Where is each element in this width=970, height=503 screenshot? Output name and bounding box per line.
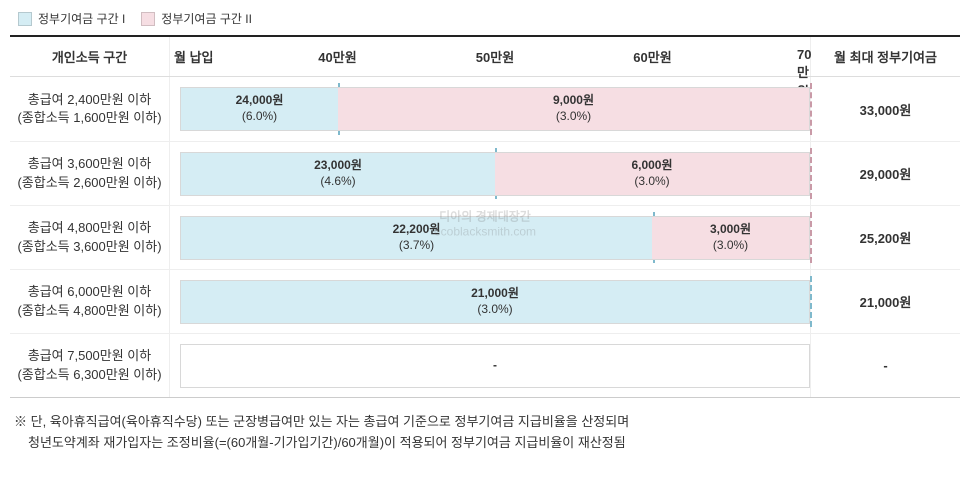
segment-amount: 24,000원 [236,93,284,109]
table-row: 총급여 3,600만원 이하(종합소득 2,600만원 이하) 23,000원(4… [10,141,960,205]
max-header: 월 최대 정부기여금 [810,37,960,76]
chart-cell: 22,200원(3.7%)3,000원(3.0%) [170,206,810,269]
axis-tick-label: 60만원 [633,47,671,66]
income-sub: (종합소득 4,800만원 이하) [14,302,165,320]
table-row: 총급여 2,400만원 이하(종합소득 1,600만원 이하) 24,000원(6… [10,77,960,141]
income-main: 총급여 7,500만원 이하 [14,347,165,365]
legend-swatch [18,12,32,26]
segment-pct: (3.0%) [634,174,669,190]
bar-segment: 21,000원(3.0%) [181,281,809,323]
bar-segment: 23,000원(4.6%) [181,153,495,195]
segment-amount: 3,000원 [710,222,751,238]
segment-pct: (6.0%) [242,109,277,125]
segment-amount: 21,000원 [471,286,519,302]
max-cell: 21,000원 [810,270,960,333]
chart-cell: 24,000원(6.0%)9,000원(3.0%) [170,77,810,141]
income-header: 개인소득 구간 [10,37,170,76]
legend: 정부기여금 구간 I 정부기여금 구간 II [10,10,960,27]
bar-segment: 9,000원(3.0%) [338,88,809,130]
income-sub: (종합소득 1,600만원 이하) [14,109,165,127]
income-main: 총급여 6,000만원 이하 [14,283,165,301]
max-cell: 29,000원 [810,142,960,205]
contribution-table: 개인소득 구간 월 납입40만원50만원60만원70만원 월 최대 정부기여금 … [10,35,960,398]
legend-label: 정부기여금 구간 I [38,10,125,27]
table-header: 개인소득 구간 월 납입40만원50만원60만원70만원 월 최대 정부기여금 [10,37,960,77]
axis-start-label: 월 납입 [174,47,214,66]
bar-segment: 24,000원(6.0%) [181,88,338,130]
chart-cell: 23,000원(4.6%)6,000원(3.0%) [170,142,810,205]
chart-cell: - [170,334,810,397]
income-main: 총급여 3,600만원 이하 [14,155,165,173]
segment-amount: 6,000원 [631,158,672,174]
income-cell: 총급여 6,000만원 이하(종합소득 4,800만원 이하) [10,270,170,333]
income-cell: 총급여 2,400만원 이하(종합소득 1,600만원 이하) [10,77,170,141]
bar-segment: 3,000원(3.0%) [652,217,809,259]
segment-amount: 23,000원 [314,158,362,174]
bar-track: 21,000원(3.0%) [180,280,810,324]
legend-label: 정부기여금 구간 II [161,10,252,27]
max-cell: 25,200원 [810,206,960,269]
chart-header: 월 납입40만원50만원60만원70만원 [170,37,810,76]
max-cell: 33,000원 [810,77,960,141]
axis-tick-label: 40만원 [318,47,356,66]
legend-item: 정부기여금 구간 I [18,10,125,27]
table-row: 총급여 7,500만원 이하(종합소득 6,300만원 이하) - - [10,333,960,397]
footnote-line1: ※ 단, 육아휴직급여(육아휴직수당) 또는 군장병급여만 있는 자는 총급여 … [14,412,960,433]
bar-track: 24,000원(6.0%)9,000원(3.0%) [180,87,810,131]
legend-swatch [141,12,155,26]
segment-pct: (4.6%) [320,174,355,190]
income-main: 총급여 4,800만원 이하 [14,219,165,237]
income-sub: (종합소득 3,600만원 이하) [14,238,165,256]
segment-amount: 9,000원 [553,93,594,109]
axis-tick-label: 50만원 [476,47,514,66]
income-sub: (종합소득 6,300만원 이하) [14,366,165,384]
legend-item: 정부기여금 구간 II [141,10,252,27]
bar-track: 23,000원(4.6%)6,000원(3.0%) [180,152,810,196]
segment-pct: (3.7%) [399,238,434,254]
bar-segment: 22,200원(3.7%) [181,217,652,259]
bar-track: 22,200원(3.7%)3,000원(3.0%) [180,216,810,260]
max-cell: - [810,334,960,397]
segment-amount: - [493,358,497,374]
bar-segment: 6,000원(3.0%) [495,153,809,195]
segment-pct: (3.0%) [713,238,748,254]
income-sub: (종합소득 2,600만원 이하) [14,174,165,192]
segment-amount: 22,200원 [393,222,441,238]
bar-track: - [180,344,810,388]
income-cell: 총급여 7,500만원 이하(종합소득 6,300만원 이하) [10,334,170,397]
income-main: 총급여 2,400만원 이하 [14,91,165,109]
income-cell: 총급여 4,800만원 이하(종합소득 3,600만원 이하) [10,206,170,269]
bar-segment: - [181,345,809,387]
footnote-line2: 청년도약계좌 재가입자는 조정비율(=(60개월-기가입기간)/60개월)이 적… [14,433,960,454]
footnote: ※ 단, 육아휴직급여(육아휴직수당) 또는 군장병급여만 있는 자는 총급여 … [10,412,960,454]
income-cell: 총급여 3,600만원 이하(종합소득 2,600만원 이하) [10,142,170,205]
chart-cell: 21,000원(3.0%) [170,270,810,333]
segment-pct: (3.0%) [556,109,591,125]
table-row: 총급여 6,000만원 이하(종합소득 4,800만원 이하)21,000원(3… [10,269,960,333]
segment-pct: (3.0%) [477,302,512,318]
table-row: 총급여 4,800만원 이하(종합소득 3,600만원 이하)22,200원(3… [10,205,960,269]
